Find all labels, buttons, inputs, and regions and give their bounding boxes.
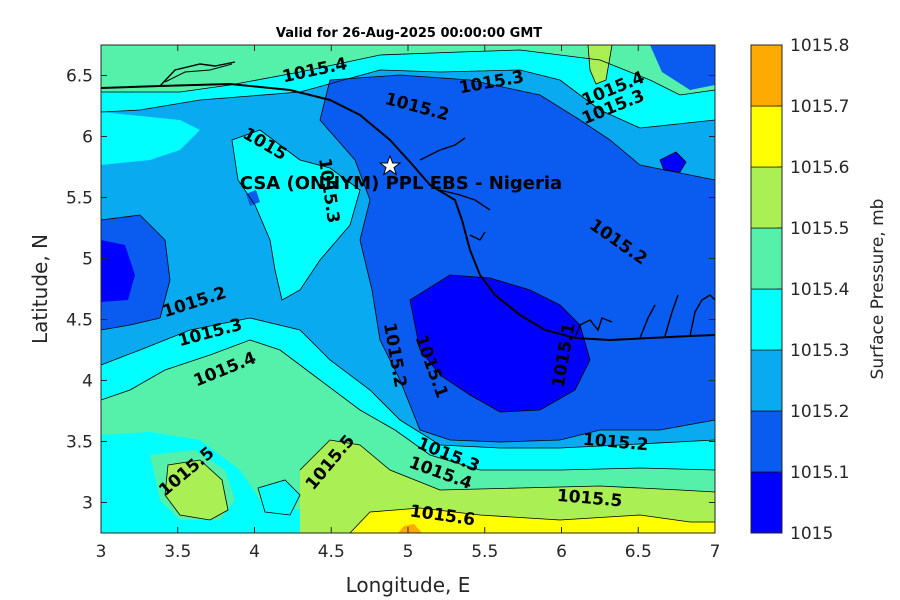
colorbar-tick-label: 1015 <box>790 524 833 544</box>
y-axis-ticks: 3 3.5 4 4.5 5 5.5 6 6.5 <box>66 67 715 514</box>
station-star-icon <box>378 154 402 176</box>
fill-bottom-1015-5-left <box>165 460 228 520</box>
colorbar-tick-label: 1015.6 <box>790 158 849 178</box>
fill-left-1015-0 <box>101 240 135 302</box>
colorbar-tick-label: 1015.8 <box>790 36 849 56</box>
fill-center-1015-1 <box>320 75 715 442</box>
colorbar-segment <box>750 288 783 351</box>
x-tick-label: 3 <box>96 542 107 562</box>
colorbar-tick-label: 1015.1 <box>790 463 849 483</box>
fill-bottom-1015-4 <box>101 340 715 533</box>
colorbar-segment <box>750 105 783 168</box>
colorbar-tick-label: 1015.3 <box>790 341 849 361</box>
x-tick-label: 4 <box>249 542 260 562</box>
colorbar-segment <box>750 471 783 534</box>
fill-top-1015-5-patch <box>588 45 612 84</box>
y-tick-label: 4.5 <box>66 311 93 331</box>
x-tick-label: 4.5 <box>318 542 345 562</box>
x-tick-label: 3.5 <box>164 542 191 562</box>
fill-left-small-spot <box>246 190 260 206</box>
y-tick-label: 6.5 <box>66 67 93 87</box>
x-tick-label: 6 <box>556 542 567 562</box>
station-marker: CSA (ONHYM) PPL EBS - Nigeria <box>240 154 562 194</box>
fill-center-1015-0 <box>410 275 590 412</box>
coastline <box>101 61 715 342</box>
y-tick-label: 6 <box>82 128 93 148</box>
colorbar-segment <box>750 349 783 412</box>
contour-lines <box>101 45 715 533</box>
colorbar-tick-label: 1015.4 <box>790 280 849 300</box>
y-tick-label: 4 <box>82 372 93 392</box>
x-axis-label: Longitude, E <box>346 573 471 597</box>
fill-bottom-1015-7 <box>398 524 422 533</box>
fill-top-1015-4 <box>101 45 715 95</box>
x-tick-label: 5 <box>403 542 414 562</box>
y-tick-label: 3 <box>82 494 93 514</box>
colorbar-segment <box>750 166 783 229</box>
colorbar-frame <box>750 44 783 534</box>
y-tick-label: 5.5 <box>66 189 93 209</box>
colorbar-segment <box>750 44 783 107</box>
colorbar-segment <box>750 227 783 290</box>
y-tick-label: 5 <box>82 250 93 270</box>
colorbar-tick-label: 1015.5 <box>790 219 849 239</box>
colorbar-tick-label: 1015.2 <box>790 402 849 422</box>
figure-title: Valid for 26-Aug-2025 00:00:00 GMT <box>276 26 542 41</box>
x-tick-label: 5.5 <box>471 542 498 562</box>
fill-bottom-cyan-spot <box>258 480 300 515</box>
fill-center-1015-3 <box>232 130 360 300</box>
fill-top-right-1015-1 <box>650 45 715 90</box>
x-axis-ticks: 3 3.5 4 4.5 5 5.5 6 6.5 7 <box>96 45 721 562</box>
colorbar-tick-label: 1015.7 <box>790 97 849 117</box>
colorbar: 1015 1015.1 1015.2 1015.3 1015.4 1015.5 1015.6… <box>750 36 849 544</box>
y-tick-label: 3.5 <box>66 433 93 453</box>
fill-bottom-1015-6 <box>350 508 715 533</box>
x-tick-label: 7 <box>710 542 721 562</box>
contour-fill-layer <box>101 45 715 533</box>
y-axis-label: Latitude, N <box>28 234 52 344</box>
colorbar-label: Surface Pressure, mb <box>868 199 888 380</box>
x-tick-label: 6.5 <box>625 542 652 562</box>
colorbar-segment <box>750 410 783 473</box>
station-label: CSA (ONHYM) PPL EBS - Nigeria <box>240 173 562 194</box>
fill-left-cyan <box>101 112 200 165</box>
